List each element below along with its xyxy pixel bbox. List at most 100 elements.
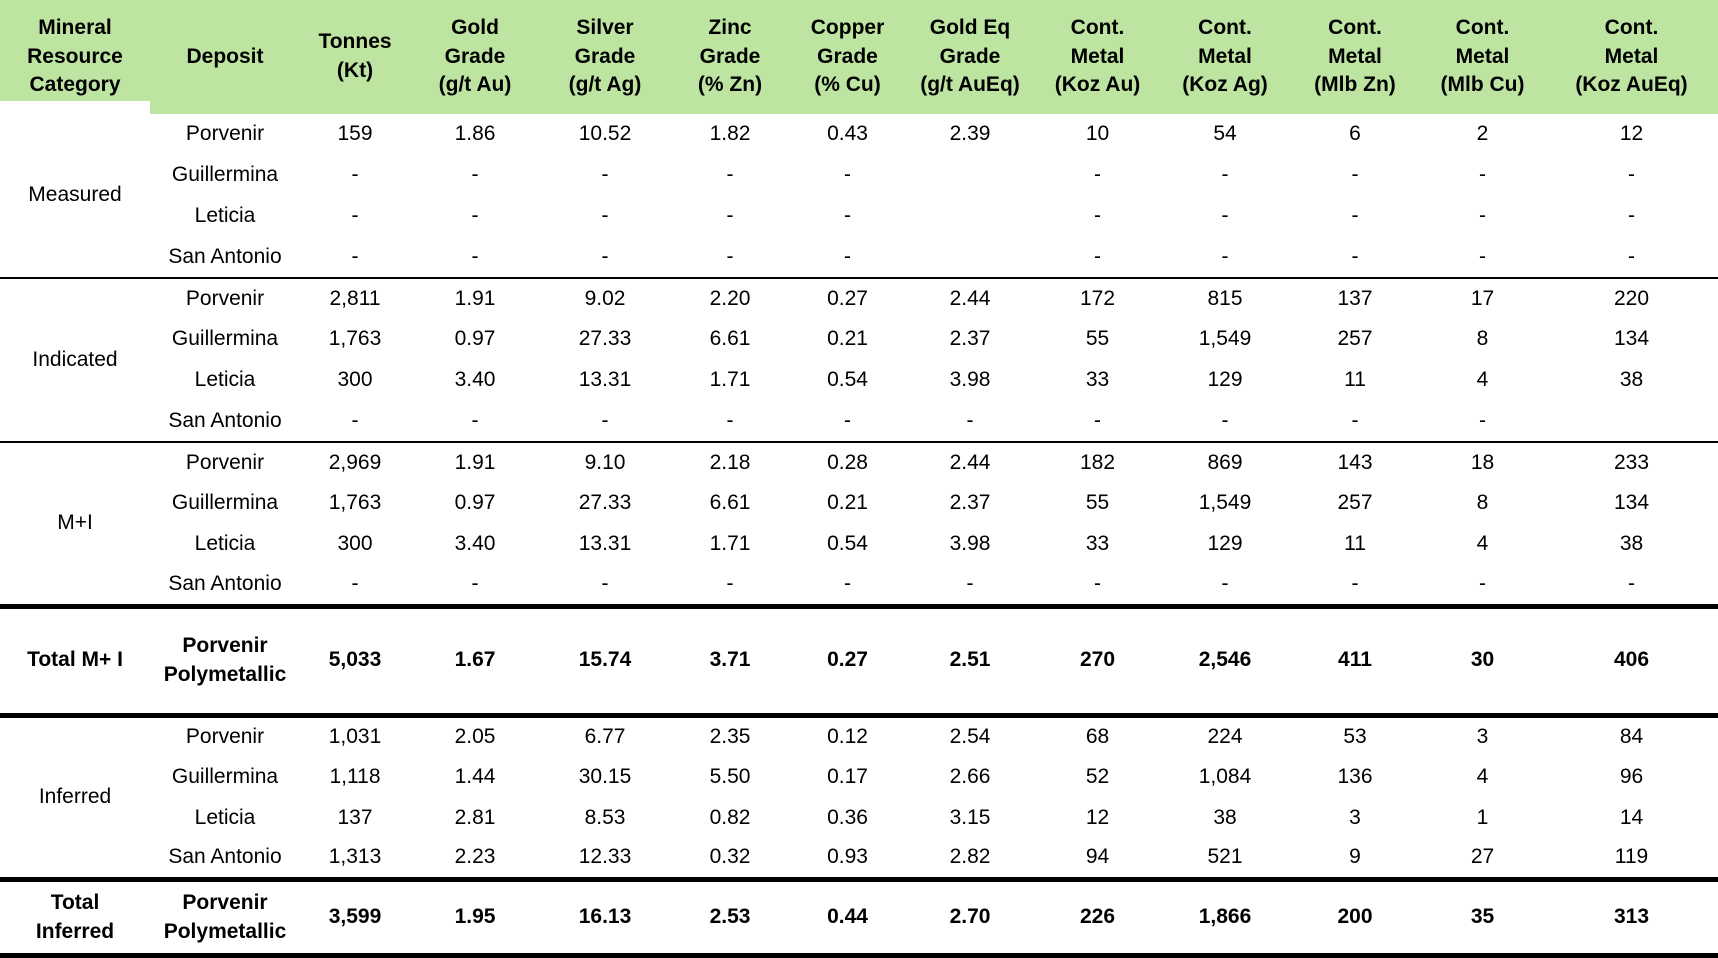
value-cell-zinc_grade: 0.32 xyxy=(709,845,751,869)
column-header-zinc_grade: Zinc Grade (% Zn) xyxy=(670,0,790,114)
table-row: Guillermina 1,763 0.97 27.33 6.61 0.21 2.37 55 1… xyxy=(0,483,1718,524)
value-cell-metal_aueq: 14 xyxy=(1619,805,1644,829)
value-cell-metal_aueq: 134 xyxy=(1613,327,1650,351)
value-cell-silver_grade: 27.33 xyxy=(578,491,632,515)
table-row: San Antonio 1,313 2.23 12.33 0.32 0.93 2.82 94 5… xyxy=(0,839,1718,880)
value-cell-silver_grade: 27.33 xyxy=(578,327,632,351)
value-cell-tonnes: 137 xyxy=(337,805,373,829)
value-cell-goldeq_grade: 2.70 xyxy=(905,877,1035,958)
value-cell-metal_ag: 1,549 xyxy=(1198,491,1252,515)
column-header-tonnes: Tonnes (Kt) xyxy=(300,0,410,114)
category-cell: Total Inferred xyxy=(0,877,150,958)
value-cell-metal_zn: 53 xyxy=(1290,714,1420,757)
column-header-copper_grade: Copper Grade (% Cu) xyxy=(790,0,905,114)
value-cell-gold_grade: 2.05 xyxy=(410,714,540,757)
value-cell-copper_grade: 0.21 xyxy=(827,491,868,515)
value-cell-zinc_grade: 1.71 xyxy=(709,368,751,392)
deposit-cell: Porvenir Polymetallic xyxy=(150,877,300,958)
value-cell-gold_grade: 1.91 xyxy=(410,441,540,484)
value-cell-metal_cu: 30 xyxy=(1420,603,1545,719)
value-cell-gold_grade: - xyxy=(471,163,479,187)
value-cell-metal_zn: - xyxy=(1351,408,1359,432)
value-cell-metal_cu: 1 xyxy=(1476,805,1489,829)
value-cell-gold_grade: 3.40 xyxy=(454,368,496,392)
value-cell-metal_aueq: 406 xyxy=(1545,603,1718,719)
value-cell-metal_zn: 9 xyxy=(1349,845,1361,869)
value-cell-zinc_grade: 2.18 xyxy=(670,441,790,484)
column-header-category: Mineral Resource Category xyxy=(0,0,150,114)
value-cell-metal_ag: - xyxy=(1221,204,1229,228)
value-cell-metal_ag: 815 xyxy=(1160,277,1290,320)
value-cell-gold_grade: - xyxy=(471,244,479,268)
value-cell-copper_grade: - xyxy=(844,204,851,228)
value-cell-silver_grade: - xyxy=(601,408,609,432)
table-row: Indicated Porvenir 2,811 1.91 9.02 2.20 0.27 2.… xyxy=(0,277,1718,443)
value-cell-metal_aueq: 119 xyxy=(1614,845,1649,869)
value-cell-metal_cu: 27 xyxy=(1470,845,1495,869)
deposit-cell: Porvenir xyxy=(150,441,300,484)
value-cell-silver_grade: 10.52 xyxy=(578,122,632,146)
value-cell-tonnes: 300 xyxy=(337,532,373,556)
value-cell-metal_ag: - xyxy=(1221,571,1229,595)
value-cell-goldeq_grade xyxy=(905,196,1035,237)
table-row: Inferred Porvenir 1,031 2.05 6.77 2.35 0.12 2.5… xyxy=(0,714,1718,880)
column-header-gold_grade: Gold Grade (g/t Au) xyxy=(410,0,540,114)
table-row: San Antonio - - - - - - - - - - - xyxy=(0,565,1718,606)
value-cell-gold_grade: 3.40 xyxy=(454,532,496,556)
column-header-silver_grade: Silver Grade (g/t Ag) xyxy=(540,0,670,114)
value-cell-metal_zn: 3 xyxy=(1349,805,1361,829)
value-cell-copper_grade: 0.43 xyxy=(827,122,868,146)
value-cell-goldeq_grade: 2.37 xyxy=(949,327,991,351)
value-cell-metal_ag: - xyxy=(1221,163,1229,187)
deposit-cell: Guillermina xyxy=(171,327,279,351)
value-cell-copper_grade: 0.27 xyxy=(790,277,905,320)
value-cell-metal_au: 33 xyxy=(1085,368,1110,392)
deposit-cell: Porvenir xyxy=(150,277,300,320)
value-cell-tonnes: 1,763 xyxy=(328,491,382,515)
value-cell-zinc_grade: 1.82 xyxy=(709,122,751,146)
value-cell-zinc_grade: 6.61 xyxy=(709,327,751,351)
value-cell-silver_grade: 9.02 xyxy=(540,277,670,320)
table-row: Total M+ I Porvenir Polymetallic 5,033 1.67… xyxy=(0,603,1718,719)
value-cell-metal_au: - xyxy=(1094,204,1101,228)
category-cell: M+I xyxy=(0,441,150,607)
value-cell-gold_grade: 2.81 xyxy=(454,805,496,829)
value-cell-goldeq_grade: 2.82 xyxy=(949,845,991,869)
value-cell-tonnes: 1,313 xyxy=(328,845,382,869)
value-cell-tonnes: - xyxy=(351,244,359,268)
value-cell-metal_aueq: 96 xyxy=(1619,764,1644,788)
value-cell-silver_grade: 6.77 xyxy=(540,714,670,757)
value-cell-copper_grade: - xyxy=(844,244,851,268)
value-cell-silver_grade: 30.15 xyxy=(578,764,632,788)
value-cell-zinc_grade: - xyxy=(726,204,734,228)
deposit-cell: Porvenir Polymetallic xyxy=(150,603,300,719)
deposit-cell: San Antonio xyxy=(168,408,282,432)
value-cell-metal_ag: 38 xyxy=(1213,805,1237,829)
value-cell-gold_grade: 0.97 xyxy=(454,327,496,351)
value-cell-copper_grade: 0.36 xyxy=(827,805,868,829)
value-cell-gold_grade: 1.95 xyxy=(410,877,540,958)
value-cell-copper_grade: 0.21 xyxy=(827,327,868,351)
value-cell-goldeq_grade xyxy=(905,155,1035,196)
value-cell-copper_grade: 0.54 xyxy=(827,368,868,392)
value-cell-metal_aueq: 134 xyxy=(1613,491,1650,515)
value-cell-zinc_grade: 0.82 xyxy=(709,805,751,829)
value-cell-silver_grade: 13.31 xyxy=(578,368,632,392)
value-cell-metal_aueq xyxy=(1545,401,1718,442)
value-cell-metal_cu: - xyxy=(1479,163,1486,187)
value-cell-zinc_grade: - xyxy=(726,163,734,187)
value-cell-metal_aueq: 220 xyxy=(1545,277,1718,320)
value-cell-metal_zn: 200 xyxy=(1290,877,1420,958)
value-cell-metal_cu: 8 xyxy=(1476,327,1489,351)
header-row: Mineral Resource Category Deposit Tonnes (… xyxy=(0,0,1718,114)
value-cell-copper_grade: 0.54 xyxy=(827,532,868,556)
value-cell-metal_au: 270 xyxy=(1035,603,1160,719)
value-cell-tonnes: 3,599 xyxy=(300,877,410,958)
deposit-cell: San Antonio xyxy=(168,571,282,595)
value-cell-metal_cu: 18 xyxy=(1420,441,1545,484)
value-cell-silver_grade: - xyxy=(601,163,609,187)
value-cell-goldeq_grade: 3.15 xyxy=(949,805,991,829)
value-cell-tonnes: 159 xyxy=(337,122,373,146)
value-cell-gold_grade: 1.67 xyxy=(410,603,540,719)
